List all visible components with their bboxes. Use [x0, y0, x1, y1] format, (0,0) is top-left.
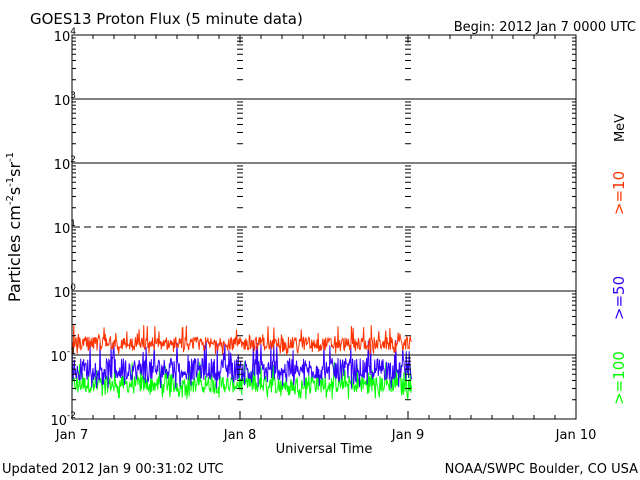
- begin-time: Begin: 2012 Jan 7 0000 UTC: [454, 20, 636, 35]
- y-tick-label: 100: [54, 283, 77, 301]
- y-axis-label-main: Particles cm: [5, 205, 24, 302]
- series-ge10: [71, 324, 412, 355]
- y-axis-label: Particles cm-2s-1sr-1: [5, 152, 24, 302]
- series-ge50: [71, 340, 412, 389]
- y-axis-label-exp2: -1: [5, 177, 16, 187]
- series-ge100: [71, 361, 412, 401]
- y-tick-label: 102: [54, 155, 76, 173]
- y-tick-label: 10-1: [50, 347, 76, 365]
- x-tick-label: Jan 10: [555, 428, 597, 443]
- y-tick-label: 101: [54, 219, 76, 237]
- chart-title: GOES13 Proton Flux (5 minute data): [30, 10, 303, 28]
- day-tick-marks: [237, 37, 411, 420]
- y-tick-label: 103: [54, 91, 76, 109]
- y-axis-label-exp1: -2: [5, 195, 16, 205]
- x-tick-label: Jan 9: [391, 428, 424, 443]
- credit-text: NOAA/SWPC Boulder, CO USA: [445, 462, 638, 477]
- x-axis-ticks: Jan 7 Jan 8 Jan 9 Jan 10: [55, 35, 597, 443]
- legend-unit: MeV: [613, 114, 628, 142]
- y-axis-label-sr: sr: [5, 162, 24, 177]
- x-tick-label: Jan 7: [55, 428, 88, 443]
- updated-timestamp: Updated 2012 Jan 9 00:31:02 UTC: [2, 462, 224, 477]
- y-axis-label-exp3: -1: [5, 152, 16, 162]
- x-tick-label: Jan 8: [223, 428, 256, 443]
- legend-ge50: >=50: [610, 276, 628, 320]
- reference-lines: [72, 98, 576, 356]
- legend-ge100: >=100: [610, 351, 628, 405]
- legend-ge10: >=10: [610, 171, 628, 215]
- y-axis-label-s: s: [5, 187, 24, 195]
- x-axis-label: Universal Time: [276, 442, 373, 457]
- flux-series: [71, 324, 412, 401]
- y-tick-label: 104: [54, 27, 77, 45]
